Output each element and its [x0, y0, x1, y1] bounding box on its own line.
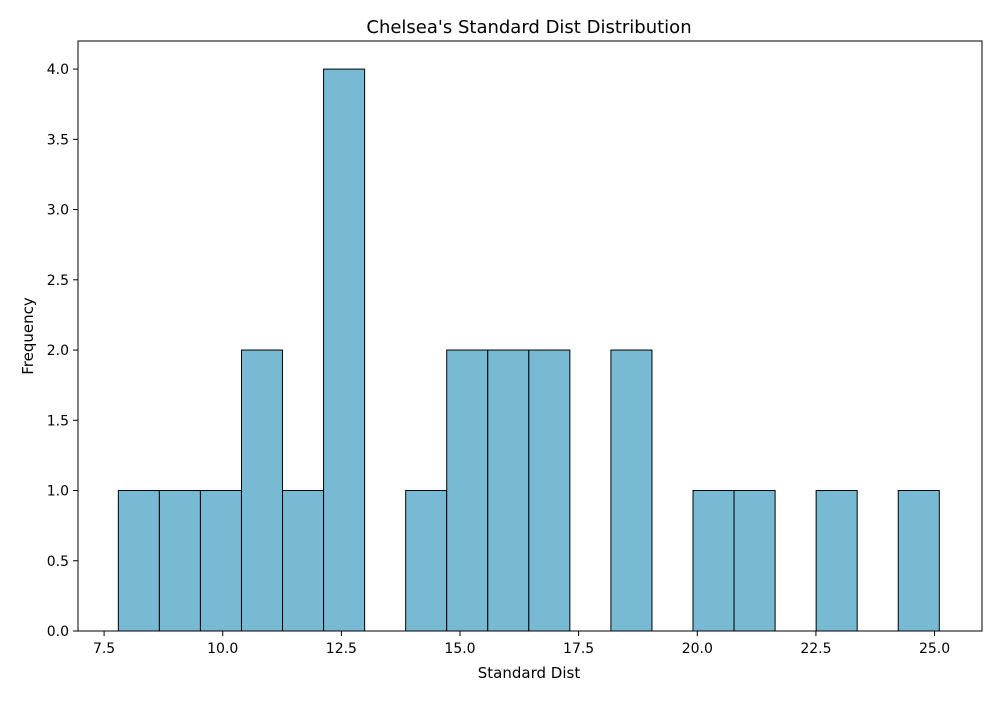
- histogram-bar: [528, 349, 571, 632]
- x-tick-label: 22.5: [800, 641, 831, 657]
- x-tick-label: 20.0: [682, 641, 713, 657]
- bars-layer: [117, 68, 940, 632]
- x-tick-label: 15.0: [444, 641, 475, 657]
- x-tick-label: 17.5: [563, 641, 594, 657]
- histogram-bar: [158, 490, 201, 632]
- histogram-bar: [199, 490, 242, 632]
- plot-frame: [77, 40, 983, 632]
- x-axis-ticks: 7.5 10.0 12.5 15.0 17.5 20.0 22.5 25.0: [93, 631, 950, 657]
- y-tick-label: 3.5: [47, 132, 69, 148]
- x-tick-label: 25.0: [919, 641, 950, 657]
- histogram-bar: [117, 490, 160, 632]
- histogram-bar: [733, 490, 776, 632]
- y-tick-label: 2.5: [47, 273, 69, 289]
- histogram-bar: [815, 490, 858, 632]
- x-tick-label: 12.5: [326, 641, 357, 657]
- histogram-bar: [610, 349, 653, 632]
- y-tick-label: 1.5: [47, 413, 69, 429]
- chart-title: Chelsea's Standard Dist Distribution: [366, 17, 691, 38]
- y-tick-label: 0.0: [47, 624, 69, 640]
- histogram-bar: [282, 490, 325, 632]
- y-tick-label: 2.0: [47, 343, 69, 359]
- histogram-bar: [240, 349, 284, 632]
- histogram-bar: [897, 490, 940, 632]
- y-tick-label: 4.0: [47, 62, 69, 78]
- histogram-bar: [323, 68, 366, 632]
- x-tick-label: 10.0: [207, 641, 238, 657]
- y-axis-label: Frequency: [19, 297, 37, 375]
- histogram-bar: [446, 349, 489, 632]
- y-tick-label: 1.0: [47, 484, 69, 500]
- x-tick-label: 7.5: [93, 641, 115, 657]
- y-tick-label: 3.0: [47, 203, 69, 219]
- y-axis-ticks: 0.0 0.5 1.0 1.5 2.0 2.5 3.0 3.5 4.0: [47, 62, 78, 640]
- histogram-bar: [487, 349, 530, 632]
- histogram-bar: [692, 490, 735, 632]
- y-tick-label: 0.5: [47, 554, 69, 570]
- histogram-bar: [405, 490, 448, 632]
- x-axis-label: Standard Dist: [478, 664, 581, 682]
